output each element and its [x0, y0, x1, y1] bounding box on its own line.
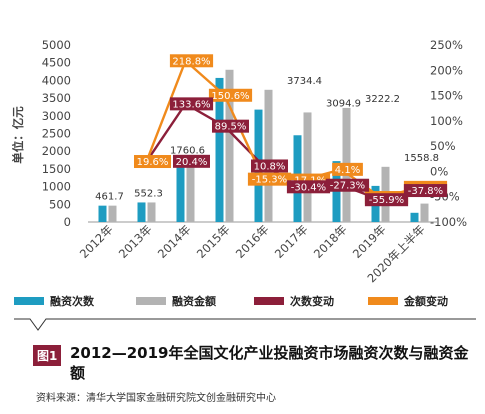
y-tick-label: 3500 — [42, 91, 71, 105]
legend-label-count-change: 次数变动 — [290, 295, 334, 308]
count-change-label: -55.9% — [369, 195, 404, 206]
y2-tick-label: 200% — [430, 63, 463, 77]
y-tick-label: 1500 — [42, 162, 71, 176]
legend-item-count-change: 次数变动 — [254, 293, 334, 309]
count-change-label-box — [212, 119, 249, 133]
legend-label-count: 融资次数 — [50, 295, 94, 308]
y-tick-label: 0 — [64, 215, 71, 229]
legend-item-amount-change: 金额变动 — [368, 293, 448, 309]
x-tick-label: 2013年 — [116, 222, 155, 261]
bar-amount — [147, 202, 156, 222]
bar-count — [410, 212, 419, 222]
amount-change-label: 19.6% — [137, 157, 169, 168]
count-change-label: -37.8% — [408, 186, 443, 197]
bar-value-label: 552.3 — [134, 188, 163, 199]
y-tick-label: 4000 — [42, 73, 71, 87]
x-tick-label: 2017年 — [272, 222, 311, 261]
amount-change-label-box — [247, 172, 292, 186]
y-tick-label: 3000 — [42, 109, 71, 123]
bar-amount — [303, 112, 312, 222]
count-change-label-box — [364, 193, 409, 207]
y-tick-label: 1000 — [42, 180, 71, 194]
y-tick-label: 4500 — [42, 56, 71, 70]
figure-title: 2012—2019年全国文化产业投融资市场融资次数与融资金额 — [70, 344, 469, 382]
legend-label-amount: 融资金额 — [172, 295, 216, 308]
y-tick-label: 2000 — [42, 144, 71, 158]
bar-amount — [420, 203, 429, 222]
count-change-label: 10.8% — [254, 161, 286, 172]
count-change-label-box — [173, 154, 210, 168]
chart-legend: 融资次数 融资金额 次数变动 金额变动 — [14, 293, 474, 309]
count-change-label: 133.6% — [172, 99, 210, 110]
y-tick-label: 500 — [49, 197, 71, 211]
legend-item-count: 融资次数 — [14, 293, 94, 309]
count-change-label-box — [403, 184, 448, 198]
legend-swatch-amount-change — [368, 297, 398, 305]
bar-value-label: 1760.6 — [170, 146, 205, 157]
legend-swatch-count — [14, 297, 44, 305]
figure-tag: 图1 — [33, 345, 62, 366]
y-axis-label: 单位：亿元 — [11, 106, 25, 164]
x-tick-label: 2014年 — [155, 222, 194, 261]
x-tick-label: 2015年 — [194, 222, 233, 261]
bar-count — [98, 205, 107, 222]
bar-value-label: 3222.2 — [365, 94, 400, 105]
bar-count — [215, 77, 224, 222]
y2-tick-label: 100% — [430, 114, 463, 128]
bar-amount — [264, 89, 273, 222]
count-change-label-box — [286, 180, 331, 194]
y2-tick-label: 150% — [430, 89, 463, 103]
bar-amount — [108, 205, 117, 222]
legend-label-amount-change: 金额变动 — [404, 295, 448, 308]
x-tick-label: 2019年 — [350, 222, 389, 261]
bar-count — [137, 202, 146, 222]
count-change-label: -27.3% — [330, 181, 365, 192]
bar-amount — [186, 159, 195, 222]
count-change-label-box — [251, 159, 288, 173]
bar-value-label: 461.7 — [95, 192, 124, 203]
x-tick-label: 2016年 — [233, 222, 272, 261]
bar-count — [176, 159, 185, 222]
caption-divider — [14, 318, 476, 331]
amount-change-label-box — [134, 155, 171, 169]
count-change-label: -30.4% — [291, 182, 326, 193]
legend-swatch-count-change — [254, 297, 284, 305]
count-change-label-box — [325, 178, 370, 192]
chart-canvas: 5000450040003500300025002000150010005000… — [11, 38, 467, 285]
amount-change-label: 4.1% — [335, 165, 360, 176]
y2-tick-label: 250% — [430, 38, 463, 52]
bar-amount — [225, 69, 234, 222]
legend-item-amount: 融资金额 — [136, 293, 216, 309]
amount-change-label: 218.8% — [172, 56, 210, 67]
count-change-label-box — [169, 97, 214, 111]
y2-tick-label: 0% — [430, 164, 448, 178]
bar-value-label: 3094.9 — [326, 98, 361, 109]
amount-change-label-box — [208, 88, 253, 102]
amount-change-label-box — [169, 54, 214, 68]
y2-tick-label: -100% — [430, 215, 467, 229]
y-tick-label: 2500 — [42, 127, 71, 141]
y2-tick-label: 50% — [430, 139, 456, 153]
legend-swatch-amount — [136, 297, 166, 305]
count-change-label: 89.5% — [215, 122, 247, 133]
bar-value-label: 1558.8 — [404, 153, 439, 164]
bar-value-label: 3734.4 — [287, 76, 322, 87]
count-change-label: 20.4% — [176, 157, 208, 168]
amount-change-label: -15.3% — [252, 175, 287, 186]
x-tick-label: 2018年 — [311, 222, 350, 261]
amount-change-label-box — [332, 162, 363, 176]
amount-change-label: 150.6% — [211, 91, 249, 102]
x-tick-label: 2012年 — [77, 222, 116, 261]
y-tick-label: 5000 — [42, 38, 71, 52]
figure-source: 资料来源：清华大学国家金融研究院文创金融研究中心 — [36, 393, 276, 404]
